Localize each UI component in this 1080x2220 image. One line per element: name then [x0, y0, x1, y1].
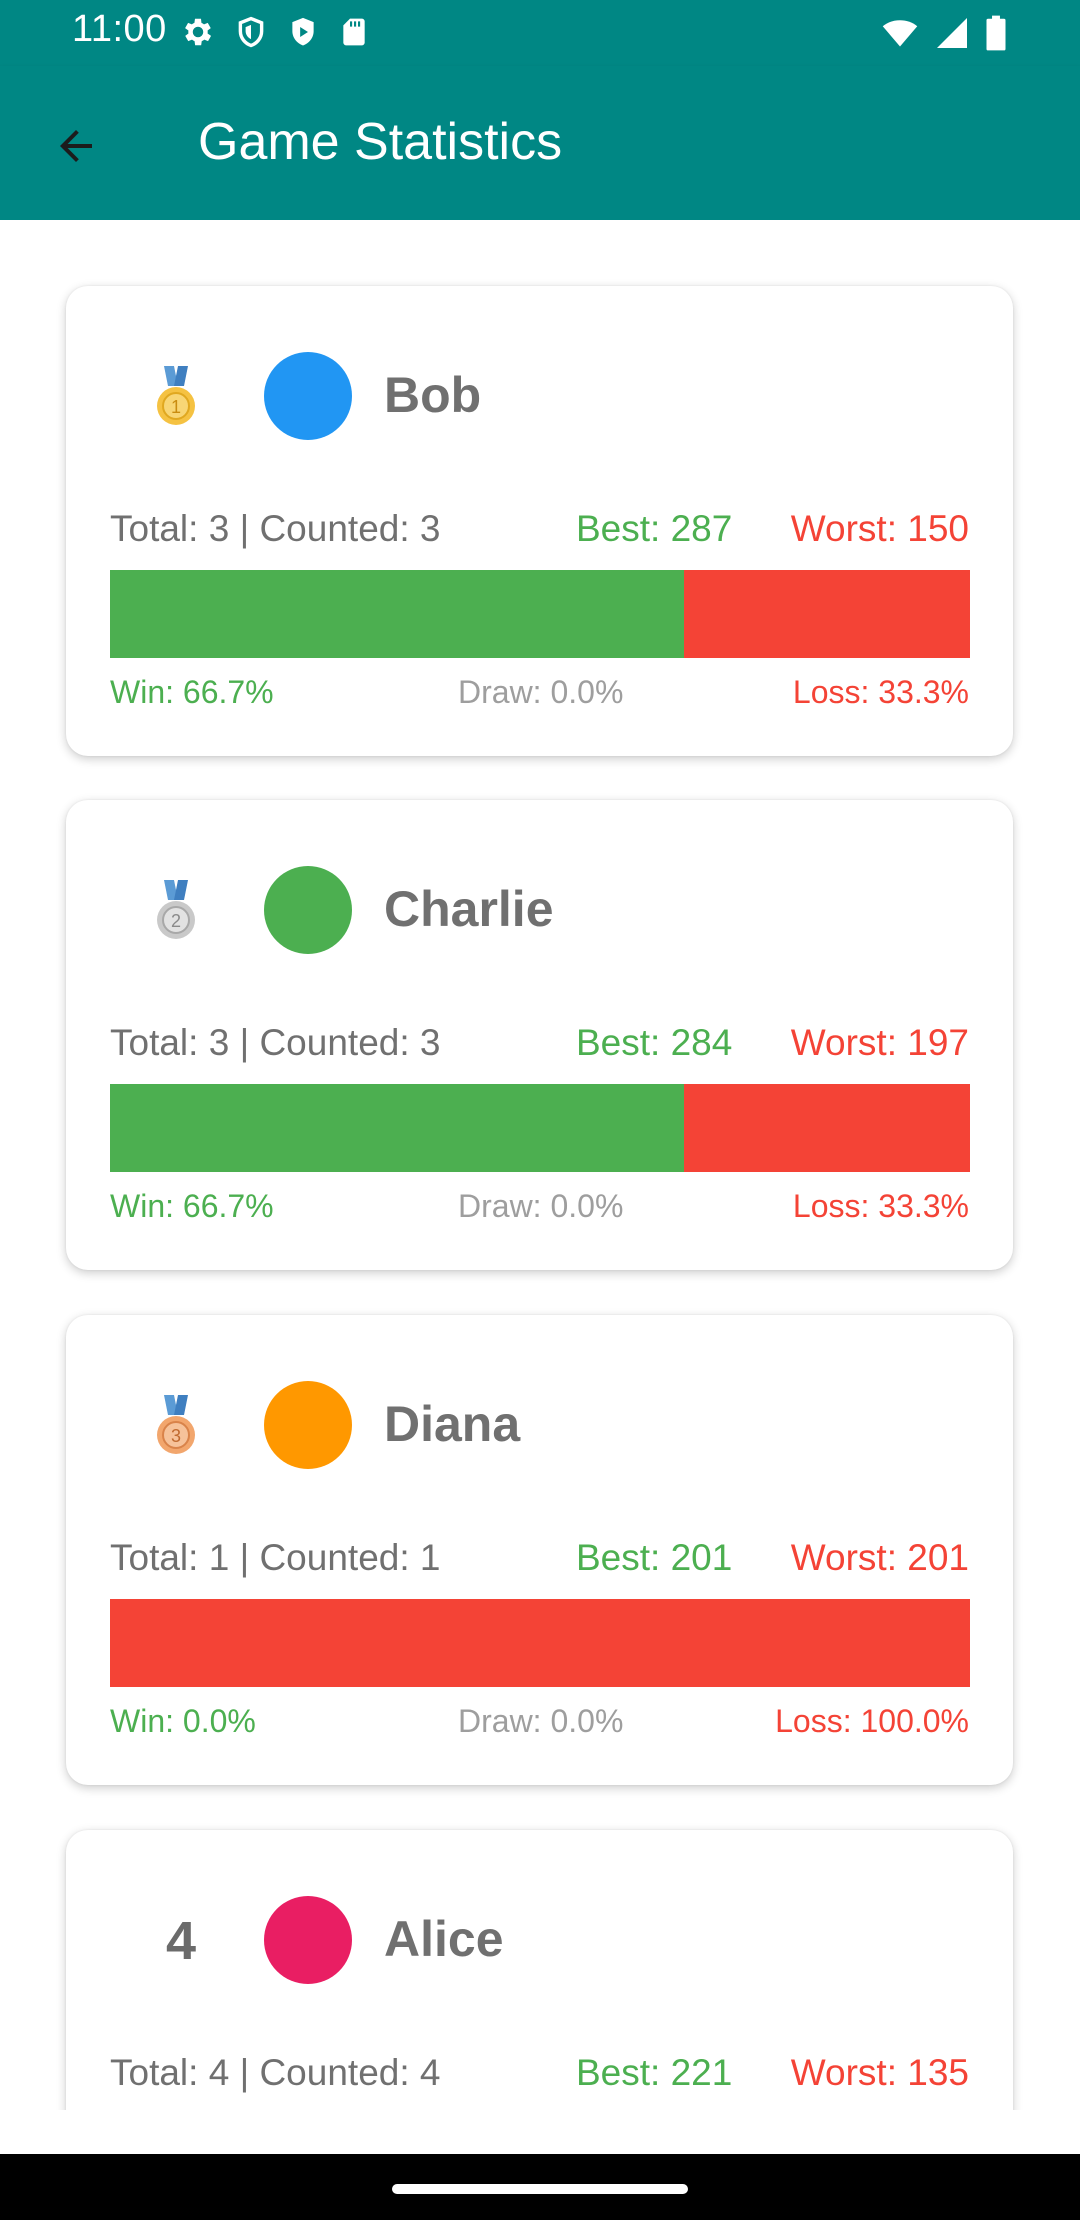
best-score: Best: 201: [576, 1537, 733, 1578]
bronze-medal-icon: 3: [152, 1395, 200, 1464]
win-percent: Win: 66.7%: [110, 674, 274, 710]
loss-segment: [110, 1599, 970, 1687]
avatar: [264, 866, 352, 954]
svg-text:1: 1: [171, 397, 181, 417]
loss-percent: Loss: 100.0%: [775, 1703, 969, 1739]
wifi-icon: [880, 15, 920, 51]
worst-score: Worst: 150: [790, 508, 969, 549]
silver-medal-icon: 2: [152, 880, 200, 949]
avatar: [264, 1896, 352, 1984]
loss-percent: Loss: 33.3%: [792, 1188, 969, 1224]
loss-percent: Loss: 33.3%: [792, 674, 969, 710]
totals-text: Total: 3 | Counted: 3: [110, 1022, 441, 1063]
settings-icon: [180, 14, 216, 50]
loss-segment: [683, 570, 970, 658]
worst-score: Worst: 135: [790, 2052, 969, 2093]
svg-text:3: 3: [171, 1426, 181, 1446]
best-score: Best: 284: [576, 1022, 733, 1063]
player-card[interactable]: 1 Bob Total: 3 | Counted: 3 Best: 287 Wo…: [66, 286, 1013, 756]
win-percent: Win: 66.7%: [110, 1188, 274, 1224]
gold-medal-icon: 1: [152, 366, 200, 435]
battery-icon: [984, 14, 1008, 52]
play-protect-icon: [286, 14, 320, 50]
win-loss-bar: [110, 570, 970, 658]
best-score: Best: 287: [576, 508, 733, 549]
navigation-bar: [0, 2154, 1080, 2220]
totals-text: Total: 1 | Counted: 1: [110, 1537, 441, 1578]
win-segment: [110, 1084, 684, 1172]
player-name: Diana: [384, 1396, 521, 1452]
win-loss-bar: [110, 1084, 970, 1172]
rank-number: 4: [165, 1911, 197, 1971]
shield-icon: [234, 14, 268, 50]
win-percent: Win: 0.0%: [110, 1703, 256, 1739]
totals-text: Total: 3 | Counted: 3: [110, 508, 441, 549]
loss-segment: [683, 1084, 970, 1172]
stats-list[interactable]: 1 Bob Total: 3 | Counted: 3 Best: 287 Wo…: [0, 220, 1080, 2110]
worst-score: Worst: 197: [790, 1022, 969, 1063]
signal-icon: [934, 15, 970, 51]
player-name: Bob: [384, 367, 482, 423]
player-card[interactable]: 2 Charlie Total: 3 | Counted: 3 Best: 28…: [66, 800, 1013, 1270]
avatar: [264, 1381, 352, 1469]
home-gesture-handle[interactable]: [392, 2184, 688, 2194]
best-score: Best: 221: [576, 2052, 733, 2093]
draw-percent: Draw: 0.0%: [458, 1188, 624, 1224]
avatar: [264, 352, 352, 440]
status-time: 11:00: [72, 8, 167, 50]
arrow-back-icon: [52, 122, 100, 170]
worst-score: Worst: 201: [790, 1537, 969, 1578]
status-icons-right: [880, 14, 1008, 52]
svg-text:2: 2: [171, 911, 181, 931]
app-bar: Game Statistics: [0, 66, 1080, 220]
back-button[interactable]: [36, 106, 116, 186]
player-card[interactable]: 3 Diana Total: 1 | Counted: 1 Best: 201 …: [66, 1315, 1013, 1785]
win-loss-bar: [110, 1599, 970, 1687]
draw-percent: Draw: 0.0%: [458, 674, 624, 710]
player-card[interactable]: 4 Alice Total: 4 | Counted: 4 Best: 221 …: [66, 1830, 1013, 2110]
totals-text: Total: 4 | Counted: 4: [110, 2052, 441, 2093]
page-title: Game Statistics: [198, 113, 563, 171]
draw-percent: Draw: 0.0%: [458, 1703, 624, 1739]
player-name: Alice: [384, 1911, 504, 1967]
win-segment: [110, 570, 684, 658]
status-bar: 11:00: [0, 0, 1080, 66]
status-icons-left: [180, 14, 370, 50]
sd-card-icon: [338, 14, 370, 50]
player-name: Charlie: [384, 881, 554, 937]
